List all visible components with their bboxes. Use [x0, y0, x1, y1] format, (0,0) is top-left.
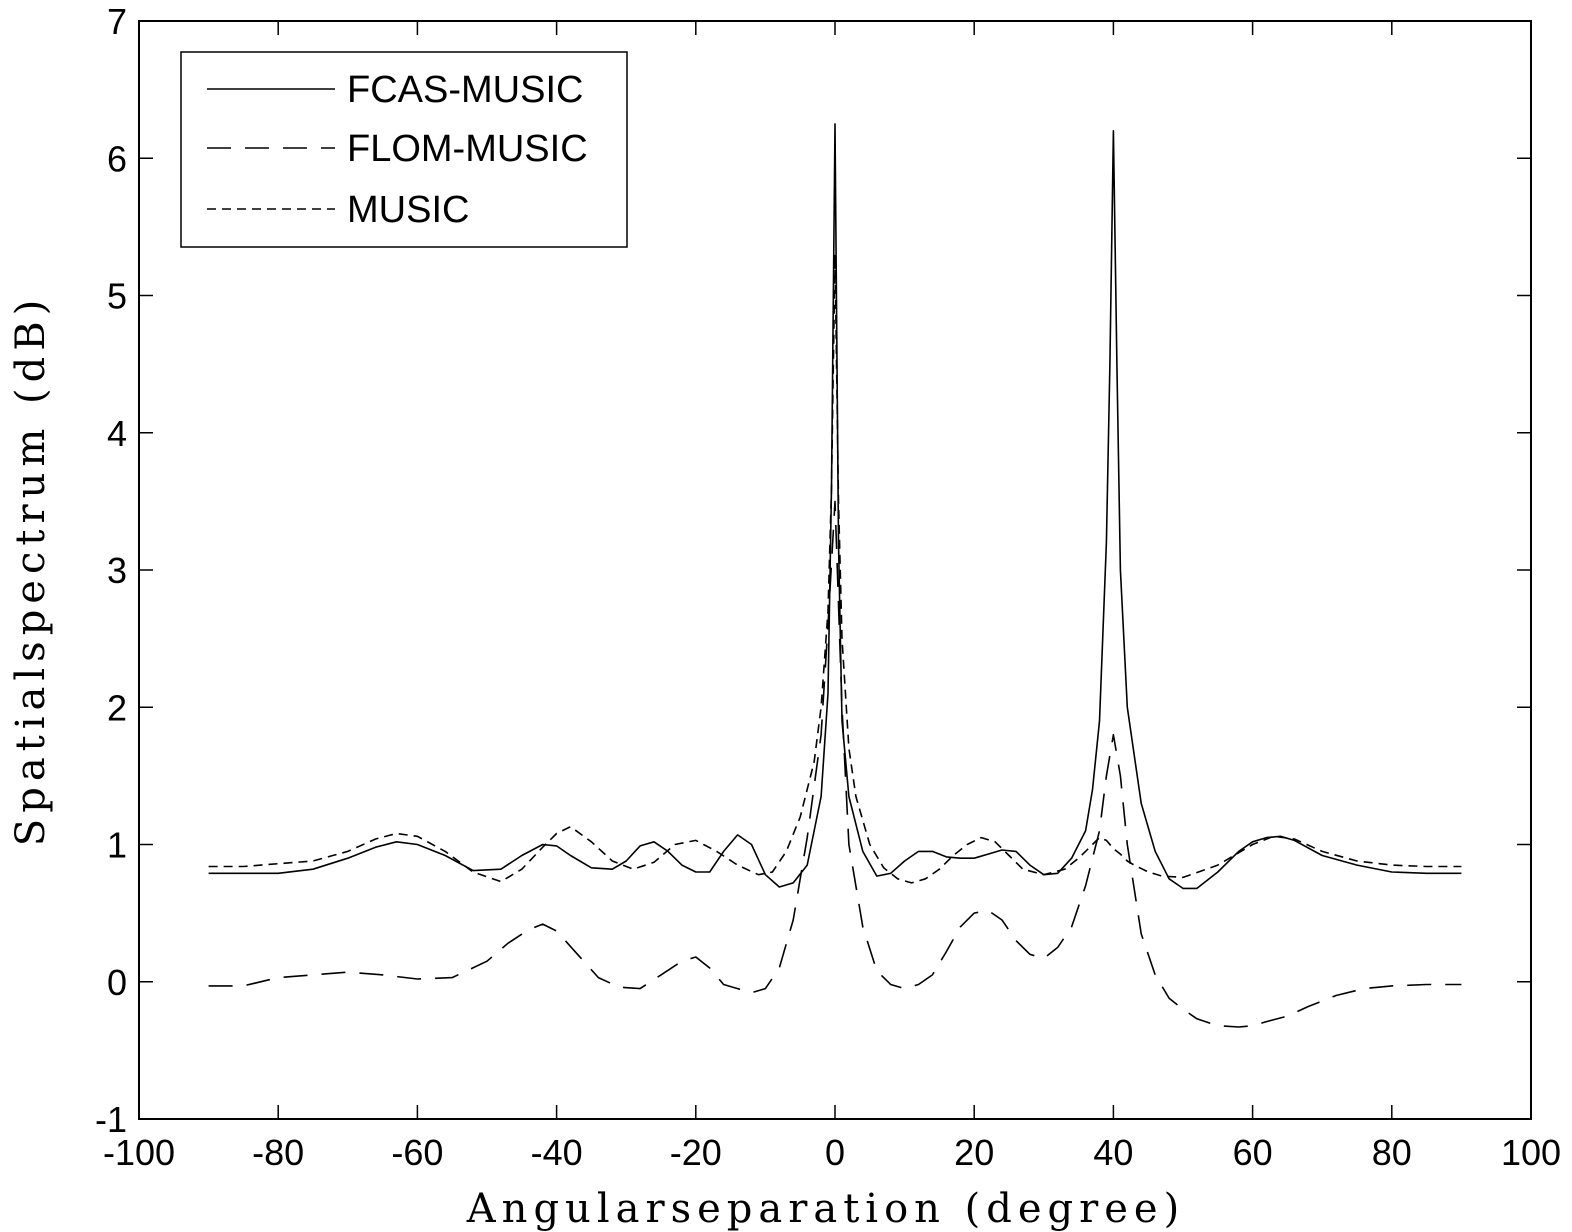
x-tick-label: -60: [391, 1132, 443, 1173]
x-tick-label: 20: [954, 1132, 994, 1173]
y-tick-label: 2: [107, 687, 127, 728]
legend-label-flom-music: FLOM-MUSIC: [347, 128, 588, 170]
series-line-fcas-music: [208, 123, 1462, 890]
y-tick-labels: -1 0 1 2 3 4 5 6 7: [95, 1, 127, 1140]
x-tick-label: 0: [825, 1132, 845, 1173]
series-lines: [208, 123, 1462, 1028]
legend: FCAS-MUSIC FLOM-MUSIC MUSIC: [180, 51, 628, 248]
x-tick-label: -40: [531, 1132, 583, 1173]
legend-label-fcas-music: FCAS-MUSIC: [347, 69, 583, 111]
y-tick-label: 6: [107, 138, 127, 179]
y-tick-label: 1: [107, 825, 127, 866]
y-tick-label: 3: [107, 550, 127, 591]
y-tick-label: 4: [107, 413, 127, 454]
x-tick-label: -100: [103, 1132, 175, 1173]
x-tick-labels: -100 -80 -60 -40 -20 0 20 40 60 80 100: [103, 1132, 1561, 1173]
x-tick-label: -80: [252, 1132, 304, 1173]
y-axis-title: Spatialspectrum (dB): [8, 294, 54, 846]
y-tick-label: 5: [107, 276, 127, 317]
legend-label-music: MUSIC: [347, 189, 469, 231]
y-tick-label: -1: [95, 1099, 127, 1140]
legend-box: [180, 51, 628, 248]
y-tick-label: 7: [107, 1, 127, 42]
series-line-music: [208, 253, 1462, 884]
x-tick-label: 60: [1233, 1132, 1273, 1173]
series-line-flom-music: [208, 500, 1462, 1028]
axis-ticks: [138, 20, 1532, 1120]
x-tick-label: 100: [1501, 1132, 1561, 1173]
x-axis-title: Angularseparation (degree): [466, 1186, 1185, 1232]
y-tick-label: 0: [107, 962, 127, 1003]
x-tick-label: -20: [670, 1132, 722, 1173]
x-tick-label: 40: [1093, 1132, 1133, 1173]
x-tick-label: 80: [1372, 1132, 1412, 1173]
